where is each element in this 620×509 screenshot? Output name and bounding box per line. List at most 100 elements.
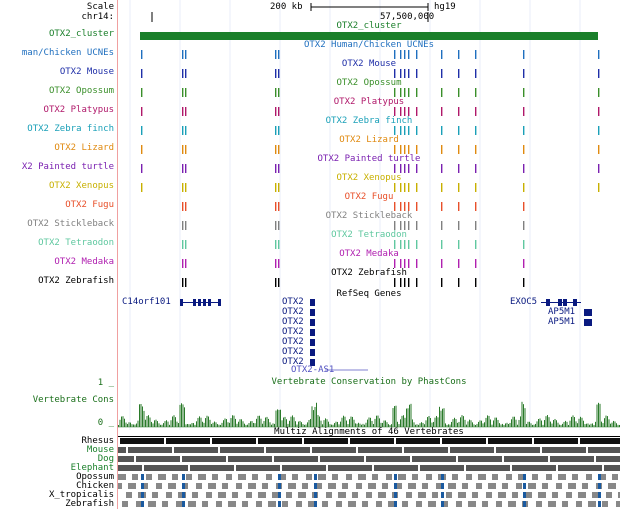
track-label-6[interactable]: OTX2 Lizard [54,143,114,153]
chrom-label[interactable]: chr14: [81,12,114,22]
track-label-3[interactable]: OTX2 Opossum [48,86,114,96]
multiz-block [160,483,162,489]
multiz-block [266,447,268,453]
track-label-0[interactable]: OTX2_cluster [48,29,114,39]
cons-bar [197,417,199,427]
multiz-block [244,474,246,480]
multiz-block [340,456,342,462]
multiz-block [584,447,586,453]
multiz-block [502,438,504,444]
cons-bar [457,422,458,427]
ucne-mark [275,259,277,268]
multiz-block [292,483,294,489]
multiz-block [328,456,330,462]
multiz-label-1[interactable]: Mouse [86,445,114,455]
multiz-block [232,501,234,507]
ucne-mark [416,221,418,230]
multiz-label-4[interactable]: Opossum [76,472,114,482]
multiz-block [488,456,490,462]
track-label-4[interactable]: OTX2 Platypus [43,105,114,115]
track-label-2[interactable]: OTX2 Mouse [59,67,114,77]
ucne-mark [394,278,396,287]
track-label-1[interactable]: man/Chicken UCNEs [21,48,114,58]
multiz-block [358,438,360,444]
cons-bar [502,423,503,427]
multiz-label-7[interactable]: Zebrafish [65,499,114,509]
multiz-block [408,483,410,489]
multiz-block [380,456,382,462]
multiz-block [354,501,356,507]
multiz-block [186,456,188,462]
cons-track-label[interactable]: Vertebrate Cons [32,395,114,405]
multiz-ucne-block [182,474,185,480]
cons-bar [239,419,241,427]
multiz-block [170,465,172,471]
track-label-8[interactable]: OTX2 Xenopus [48,181,114,191]
multiz-label-5[interactable]: Chicken [76,481,114,491]
track-label-5[interactable]: OTX2 Zebra finch [27,124,114,134]
multiz-block [330,465,332,471]
track-label-9[interactable]: OTX2 Fugu [65,200,114,210]
multiz-block [616,474,618,480]
multiz-block [614,465,616,471]
multiz-ucne-block [523,483,526,489]
multiz-block [166,456,168,462]
ucne-mark [475,202,477,211]
cons-bar [199,416,200,427]
multiz-block [528,438,530,444]
multiz-block [530,483,532,489]
multiz-block [504,465,506,471]
multiz-block [486,492,488,498]
multiz-block [380,447,382,453]
cons-bar [122,416,124,427]
multiz-label-3[interactable]: Elephant [70,463,114,473]
multiz-block [148,465,150,471]
cons-bar [175,417,176,427]
gene-exon [310,339,315,346]
scale-label[interactable]: Scale [86,2,114,12]
multiz-label-6[interactable]: X_tropicalis [48,490,114,500]
multiz-block [200,483,202,489]
multiz-block [174,483,176,489]
cons-bar [442,408,443,427]
track-label-11[interactable]: OTX2 Tetraodon [38,238,114,248]
multiz-block [300,492,302,498]
cons-ymin-label[interactable]: 0 _ [97,418,114,428]
track-label-7[interactable]: X2 Painted turtle [21,162,114,172]
multiz-block [380,438,382,444]
multiz-block [416,456,418,462]
multiz-block [464,492,466,498]
multiz-block [308,474,310,480]
gene-ap5m1-1: AP5M1 [548,317,576,327]
ucne-mark [275,126,277,135]
cons-bar [478,421,479,427]
track-label-12[interactable]: OTX2 Medaka [54,257,114,267]
multiz-block [316,438,318,444]
cons-bar [268,418,269,427]
multiz-block [612,465,614,471]
multiz-block [512,447,514,453]
multiz-block [428,438,430,444]
multiz-label-2[interactable]: Dog [97,454,114,464]
track-label-10[interactable]: OTX2 Stickleback [27,219,114,229]
multiz-block [258,465,260,471]
multiz-block [422,465,424,471]
ucne-mark [523,259,525,268]
multiz-block [390,474,392,480]
cons-ymax-label[interactable]: 1 _ [97,378,114,388]
multiz-block [388,465,390,471]
gene-otx2-4: OTX2 [282,337,304,347]
ucne-mark [458,278,460,287]
ucne-mark [185,240,187,249]
multiz-block [558,447,560,453]
cons-bar [428,416,430,427]
track-label-13[interactable]: OTX2 Zebrafish [38,276,114,286]
multiz-block [558,483,560,489]
multiz-block [216,474,218,480]
ucne-mark [416,69,418,78]
multiz-ucne-block [598,501,601,507]
multiz-label-0[interactable]: Rhesus [81,436,114,446]
multiz-block [456,465,458,471]
multiz-block [240,483,242,489]
multiz-block [288,447,290,453]
